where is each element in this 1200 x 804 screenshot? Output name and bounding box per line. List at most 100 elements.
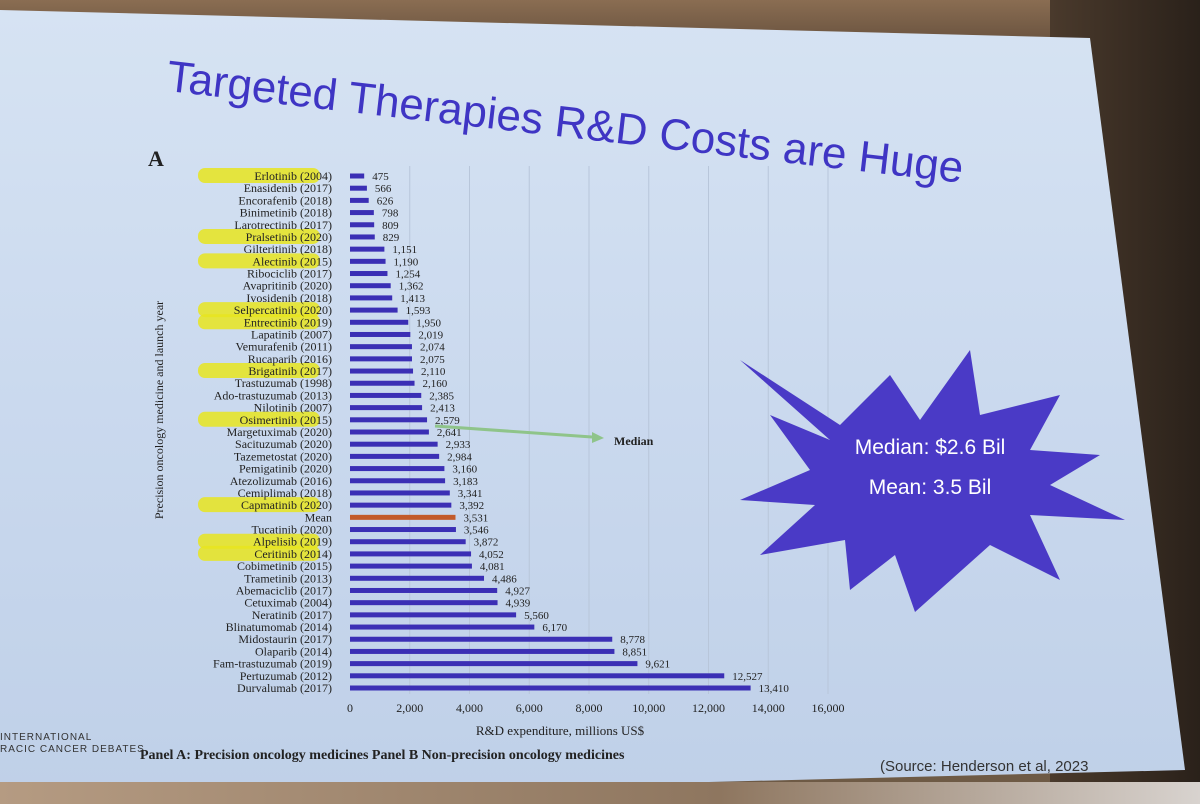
category-label: Mean [305, 510, 332, 524]
value-label: 8,778 [620, 634, 645, 646]
value-label: 3,160 [452, 464, 477, 476]
value-label: 8,851 [622, 646, 647, 658]
source-citation: (Source: Henderson et al, 2023 [880, 758, 1089, 775]
category-label: Tucatinib (2020) [251, 523, 332, 537]
bar [350, 478, 446, 484]
footer-logo: INTERNATIONAL RACIC CANCER DEBATES [0, 732, 145, 756]
x-tick-labels: 0 2,000 4,000 6,000 8,000 10,000 12,000 14,000 1… [347, 701, 845, 715]
footer-logo-line1: INTERNATIONAL [0, 732, 93, 743]
value-label: 4,081 [480, 561, 505, 573]
category-label: Alpelisib (2019) [253, 535, 332, 549]
bar [350, 331, 411, 337]
value-label: 5,560 [524, 610, 549, 622]
bar [350, 295, 393, 301]
category-label: Enasidenib (2017) [244, 181, 332, 195]
starburst-shape [740, 350, 1125, 612]
bar [350, 441, 438, 447]
value-label: 1,950 [416, 317, 441, 329]
value-label: 1,413 [400, 293, 425, 305]
bar [350, 490, 450, 496]
bar [350, 380, 415, 386]
value-label: 3,341 [458, 488, 483, 500]
y-axis-label: Precision oncology medicine and launch y… [152, 301, 166, 519]
value-label: 3,531 [463, 512, 488, 524]
starburst-text: Median: $2.6 Bil Mean: 3.5 Bil [820, 428, 1040, 508]
value-label: 475 [372, 171, 389, 183]
bar [350, 551, 472, 557]
x-tick-label: 14,000 [752, 701, 785, 715]
bar [350, 234, 375, 240]
category-label: Larotrectinib (2017) [234, 218, 332, 232]
category-label: Avapritinib (2020) [243, 279, 332, 293]
category-label: Encorafenib (2018) [238, 193, 332, 207]
bar [350, 563, 472, 569]
bar [350, 210, 374, 216]
category-label: Lapatinib (2007) [251, 327, 332, 341]
category-label: Fam-trastuzumab (2019) [213, 657, 332, 671]
value-label: 2,933 [446, 439, 471, 451]
bar [350, 636, 613, 642]
category-label: Olaparib (2014) [255, 644, 332, 658]
category-label: Entrectinib (2019) [244, 315, 332, 329]
category-label: Abemaciclib (2017) [236, 583, 332, 597]
bar [350, 222, 375, 228]
bar [350, 600, 498, 606]
value-label: 1,593 [406, 305, 431, 317]
category-label: Gilteritinib (2018) [244, 242, 332, 256]
category-label: Atezolizumab (2016) [230, 474, 332, 488]
category-label: Trametinib (2013) [244, 571, 332, 585]
category-label: Blinatumomab (2014) [226, 620, 332, 634]
category-label: Cobimetinib (2015) [237, 559, 332, 573]
footer-logo-line2: RACIC CANCER DEBATES [0, 744, 145, 755]
callout-median: Median: $2.6 Bil [854, 436, 1006, 459]
label-highlight [198, 411, 320, 427]
value-label: 12,527 [732, 671, 763, 683]
bar [350, 453, 440, 459]
category-label: Ceritinib (2014) [254, 547, 332, 561]
bar [350, 319, 409, 325]
value-label: 3,872 [474, 537, 499, 549]
value-label: 2,579 [435, 415, 460, 427]
category-label: Rucaparib (2016) [248, 352, 332, 366]
bar [350, 661, 638, 667]
x-tick-label: 8,000 [576, 701, 603, 715]
bar [350, 271, 388, 277]
label-highlight [198, 497, 320, 513]
median-arrow-head [592, 432, 604, 443]
room-floor-strip [0, 782, 1200, 804]
value-label: 1,362 [399, 281, 424, 293]
x-tick-label: 6,000 [516, 701, 543, 715]
bar [350, 429, 429, 435]
value-label: 2,075 [420, 354, 445, 366]
value-label: 6,170 [542, 622, 567, 634]
bar [350, 392, 422, 398]
category-label: Vemurafenib (2011) [235, 340, 332, 354]
bar [350, 514, 456, 520]
median-label: Median [614, 434, 654, 448]
value-label: 2,413 [430, 403, 455, 415]
value-label: 2,984 [447, 451, 472, 463]
category-label: Ado-trastuzumab (2013) [214, 388, 332, 402]
label-highlight [198, 363, 320, 379]
x-tick-label: 4,000 [456, 701, 483, 715]
bar [350, 246, 385, 252]
value-label: 4,486 [492, 573, 517, 585]
value-label: 4,052 [479, 549, 504, 561]
bar [350, 527, 456, 533]
value-label: 2,385 [429, 390, 454, 402]
bar [350, 258, 386, 264]
bar [350, 539, 466, 545]
category-label: Midostaurin (2017) [238, 632, 332, 646]
category-label: Alectinib (2015) [252, 254, 332, 268]
label-highlight [198, 545, 320, 561]
value-label: 1,190 [394, 256, 419, 268]
bar [350, 417, 428, 423]
bar [350, 405, 423, 411]
category-label: Margetuximab (2020) [227, 425, 332, 439]
value-label: 1,151 [392, 244, 417, 256]
category-label: Capmatinib (2020) [241, 498, 332, 512]
category-label: Selpercatinib (2020) [234, 303, 332, 317]
bar [350, 173, 365, 179]
value-label: 2,019 [418, 329, 443, 341]
category-label: Trastuzumab (1998) [235, 376, 332, 390]
